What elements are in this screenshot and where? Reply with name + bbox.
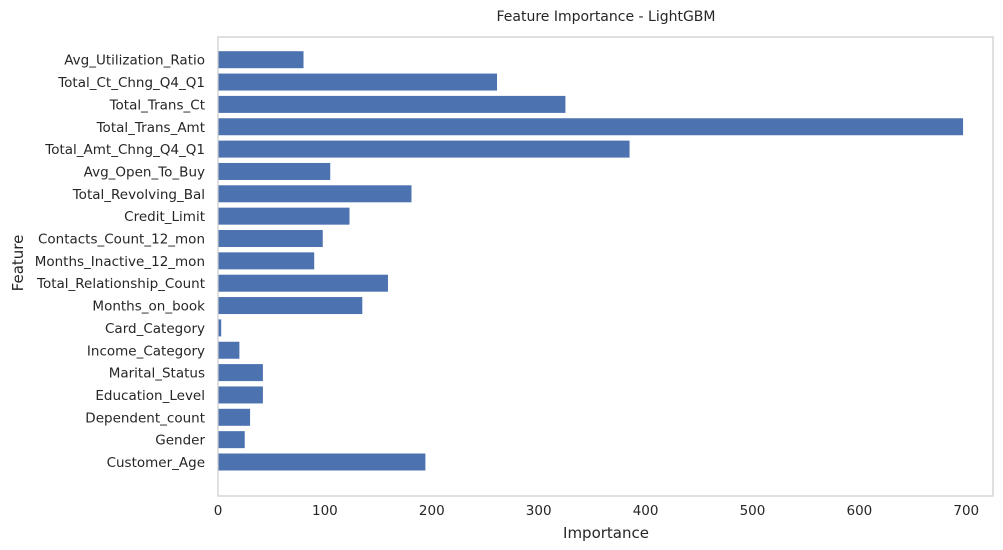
- x-tick-label: 300: [526, 503, 552, 519]
- bar-total-ct-chng-q4-q1: [218, 73, 497, 91]
- bar-total-relationship-count: [218, 274, 388, 292]
- bar-months-on-book: [218, 297, 363, 315]
- bar-income-category: [218, 341, 240, 359]
- y-tick-label: Total_Trans_Amt: [96, 120, 205, 136]
- bar-dependent-count: [218, 408, 251, 426]
- x-tick-label: 500: [740, 503, 766, 519]
- y-tick-label: Total_Relationship_Count: [36, 276, 205, 292]
- y-tick-labels: Customer_Age Gender Dependent_count Educati…: [35, 53, 206, 471]
- y-tick-label: Card_Category: [105, 321, 205, 337]
- y-tick-label: Customer_Age: [107, 455, 205, 471]
- x-tick-label: 600: [846, 503, 872, 519]
- bar-contacts-count-12-mon: [218, 230, 323, 247]
- y-tick-label: Total_Ct_Chng_Q4_Q1: [57, 75, 205, 91]
- x-tick-label: 100: [312, 503, 338, 519]
- y-tick-label: Months_Inactive_12_mon: [35, 254, 205, 270]
- y-tick-label: Avg_Open_To_Buy: [84, 164, 205, 180]
- bar-total-trans-ct: [218, 95, 566, 113]
- bar-marital-status: [218, 364, 263, 382]
- y-tick-label: Gender: [155, 433, 205, 449]
- bar-total-revolving-bal: [218, 185, 412, 203]
- bar-months-inactive-12-mon: [218, 252, 315, 270]
- bar-avg-utilization-ratio: [218, 51, 304, 69]
- chart-title: Feature Importance - LightGBM: [496, 9, 715, 25]
- y-tick-label: Income_Category: [87, 343, 205, 359]
- bar-card-category: [218, 319, 222, 337]
- bar-credit-limit: [218, 207, 350, 225]
- y-axis-label: Feature: [9, 235, 27, 292]
- y-tick-label: Marital_Status: [109, 366, 205, 382]
- bars-group: [218, 51, 964, 471]
- x-tick-label: 400: [633, 503, 659, 519]
- plot-frame: [217, 36, 994, 497]
- x-axis-label: Importance: [563, 524, 649, 542]
- y-tick-label: Avg_Utilization_Ratio: [64, 53, 205, 69]
- y-tick-label: Education_Level: [95, 388, 205, 404]
- y-tick-label: Total_Revolving_Bal: [72, 187, 205, 203]
- y-tick-label: Contacts_Count_12_mon: [38, 232, 205, 248]
- bar-total-trans-amt: [218, 118, 964, 136]
- bar-customer-age: [218, 453, 426, 471]
- bar-total-amt-chng-q4-q1: [218, 140, 630, 158]
- bar-avg-open-to-buy: [218, 162, 331, 180]
- x-tick-label: 700: [953, 503, 979, 519]
- y-tick-label: Months_on_book: [92, 299, 205, 315]
- x-tick-label: 0: [214, 503, 223, 519]
- y-tick-label: Dependent_count: [85, 410, 205, 426]
- y-tick-label: Total_Amt_Chng_Q4_Q1: [44, 142, 205, 158]
- x-tick-labels: 0 100 200 300 400 500 600 700: [214, 503, 979, 519]
- x-tick-label: 200: [419, 503, 445, 519]
- y-tick-label: Total_Trans_Ct: [109, 97, 205, 113]
- bar-education-level: [218, 386, 263, 404]
- y-tick-label: Credit_Limit: [124, 209, 205, 225]
- bar-gender: [218, 431, 245, 449]
